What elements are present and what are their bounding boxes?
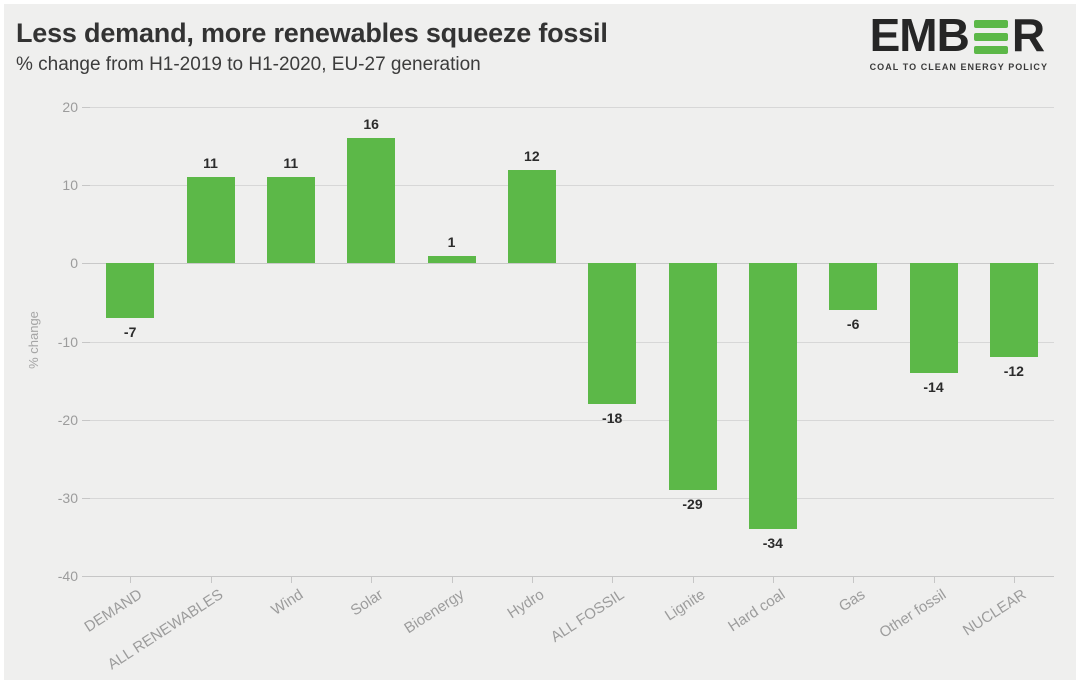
- y-tick-label: -20: [57, 411, 78, 428]
- bar-all-renewables: [186, 177, 235, 264]
- x-tick-label: Bioenergy: [400, 586, 467, 638]
- x-tick-label: ALL FOSSIL: [547, 586, 628, 646]
- bar-value-label: 11: [283, 155, 299, 172]
- y-tick-label: 20: [62, 99, 78, 115]
- x-tick-mark: [933, 576, 935, 583]
- bar-nuclear: [989, 263, 1038, 358]
- bar-hard-coal: [748, 263, 797, 530]
- bar-value-label: 12: [524, 147, 540, 164]
- ember-tagline: COAL TO CLEAN ENERGY POLICY: [869, 62, 1048, 72]
- y-tick-label: 10: [62, 177, 78, 194]
- x-tick-label: NUCLEAR: [959, 586, 1030, 640]
- x-tick-label: Hydro: [504, 586, 548, 623]
- bar-value-label: 11: [203, 155, 218, 172]
- x-tick-mark: [371, 576, 373, 583]
- x-tick-mark: [772, 576, 774, 583]
- x-tick-label: ALL RENEWABLES: [104, 586, 226, 674]
- ember-logo: EMB R COAL TO CLEAN ENERGY POLICY: [870, 12, 1048, 72]
- bar-value-label: -14: [923, 378, 944, 395]
- y-tick-mark: [82, 497, 90, 499]
- x-tick-mark: [692, 576, 694, 583]
- bar-lignite: [668, 263, 717, 490]
- y-tick-mark: [82, 263, 90, 265]
- x-tick-label: Wind: [268, 586, 307, 619]
- gridline: [90, 107, 1054, 108]
- bar-value-label: -7: [123, 324, 137, 341]
- ember-wordmark-end: R: [1011, 9, 1045, 61]
- x-tick-label: Lignite: [661, 586, 708, 625]
- y-tick-label: -30: [57, 489, 78, 506]
- ember-wordmark-start: EMB: [869, 9, 970, 61]
- x-tick-mark: [130, 576, 132, 583]
- y-tick-label: -40: [57, 568, 78, 584]
- chart-title: Less demand, more renewables squeeze fos…: [16, 18, 608, 48]
- x-tick-mark: [1013, 576, 1015, 583]
- x-tick-mark: [612, 576, 614, 583]
- bar-hydro: [507, 169, 556, 264]
- x-tick-label: Solar: [347, 586, 387, 620]
- y-tick-label: -10: [57, 333, 78, 350]
- bar-all-fossil: [588, 263, 637, 405]
- chart-subtitle: % change from H1-2019 to H1-2020, EU-27 …: [16, 54, 481, 75]
- bar-gas: [829, 263, 878, 311]
- x-tick-mark: [531, 576, 533, 583]
- y-tick-mark: [82, 419, 90, 421]
- x-tick-mark: [853, 576, 855, 583]
- bar-bioenergy: [427, 255, 476, 264]
- bar-value-label: 1: [447, 233, 456, 250]
- x-tick-label: Hard coal: [724, 586, 789, 636]
- x-tick-label: Other fossil: [875, 586, 949, 642]
- bar-value-label: 16: [363, 116, 379, 133]
- bar-value-label: -6: [846, 316, 860, 333]
- ember-wordmark: EMB R: [870, 12, 1048, 58]
- x-axis-line: [90, 576, 1054, 577]
- bar-solar: [347, 138, 396, 264]
- y-tick-mark: [82, 185, 90, 187]
- bar-wind: [266, 177, 315, 264]
- gridline: [90, 263, 1054, 265]
- three-green-bars-icon: [973, 19, 1008, 54]
- gridline: [90, 497, 1054, 499]
- x-tick-mark: [290, 576, 292, 583]
- bar-demand: [106, 263, 155, 319]
- gridline: [90, 341, 1054, 343]
- x-tick-label: Gas: [836, 586, 869, 616]
- y-tick-mark: [82, 107, 90, 108]
- x-tick-mark: [451, 576, 453, 583]
- bar-value-label: -12: [1003, 363, 1024, 380]
- x-tick-label: DEMAND: [81, 586, 146, 636]
- y-tick-mark: [82, 576, 90, 577]
- bar-other-fossil: [909, 263, 958, 373]
- gridline: [90, 419, 1054, 421]
- gridline: [90, 185, 1054, 187]
- bar-value-label: -34: [762, 535, 783, 552]
- y-tick-label: 0: [70, 255, 78, 272]
- y-tick-mark: [82, 341, 90, 343]
- bar-value-label: -29: [682, 496, 703, 513]
- x-tick-mark: [210, 576, 212, 583]
- bar-value-label: -18: [602, 410, 623, 427]
